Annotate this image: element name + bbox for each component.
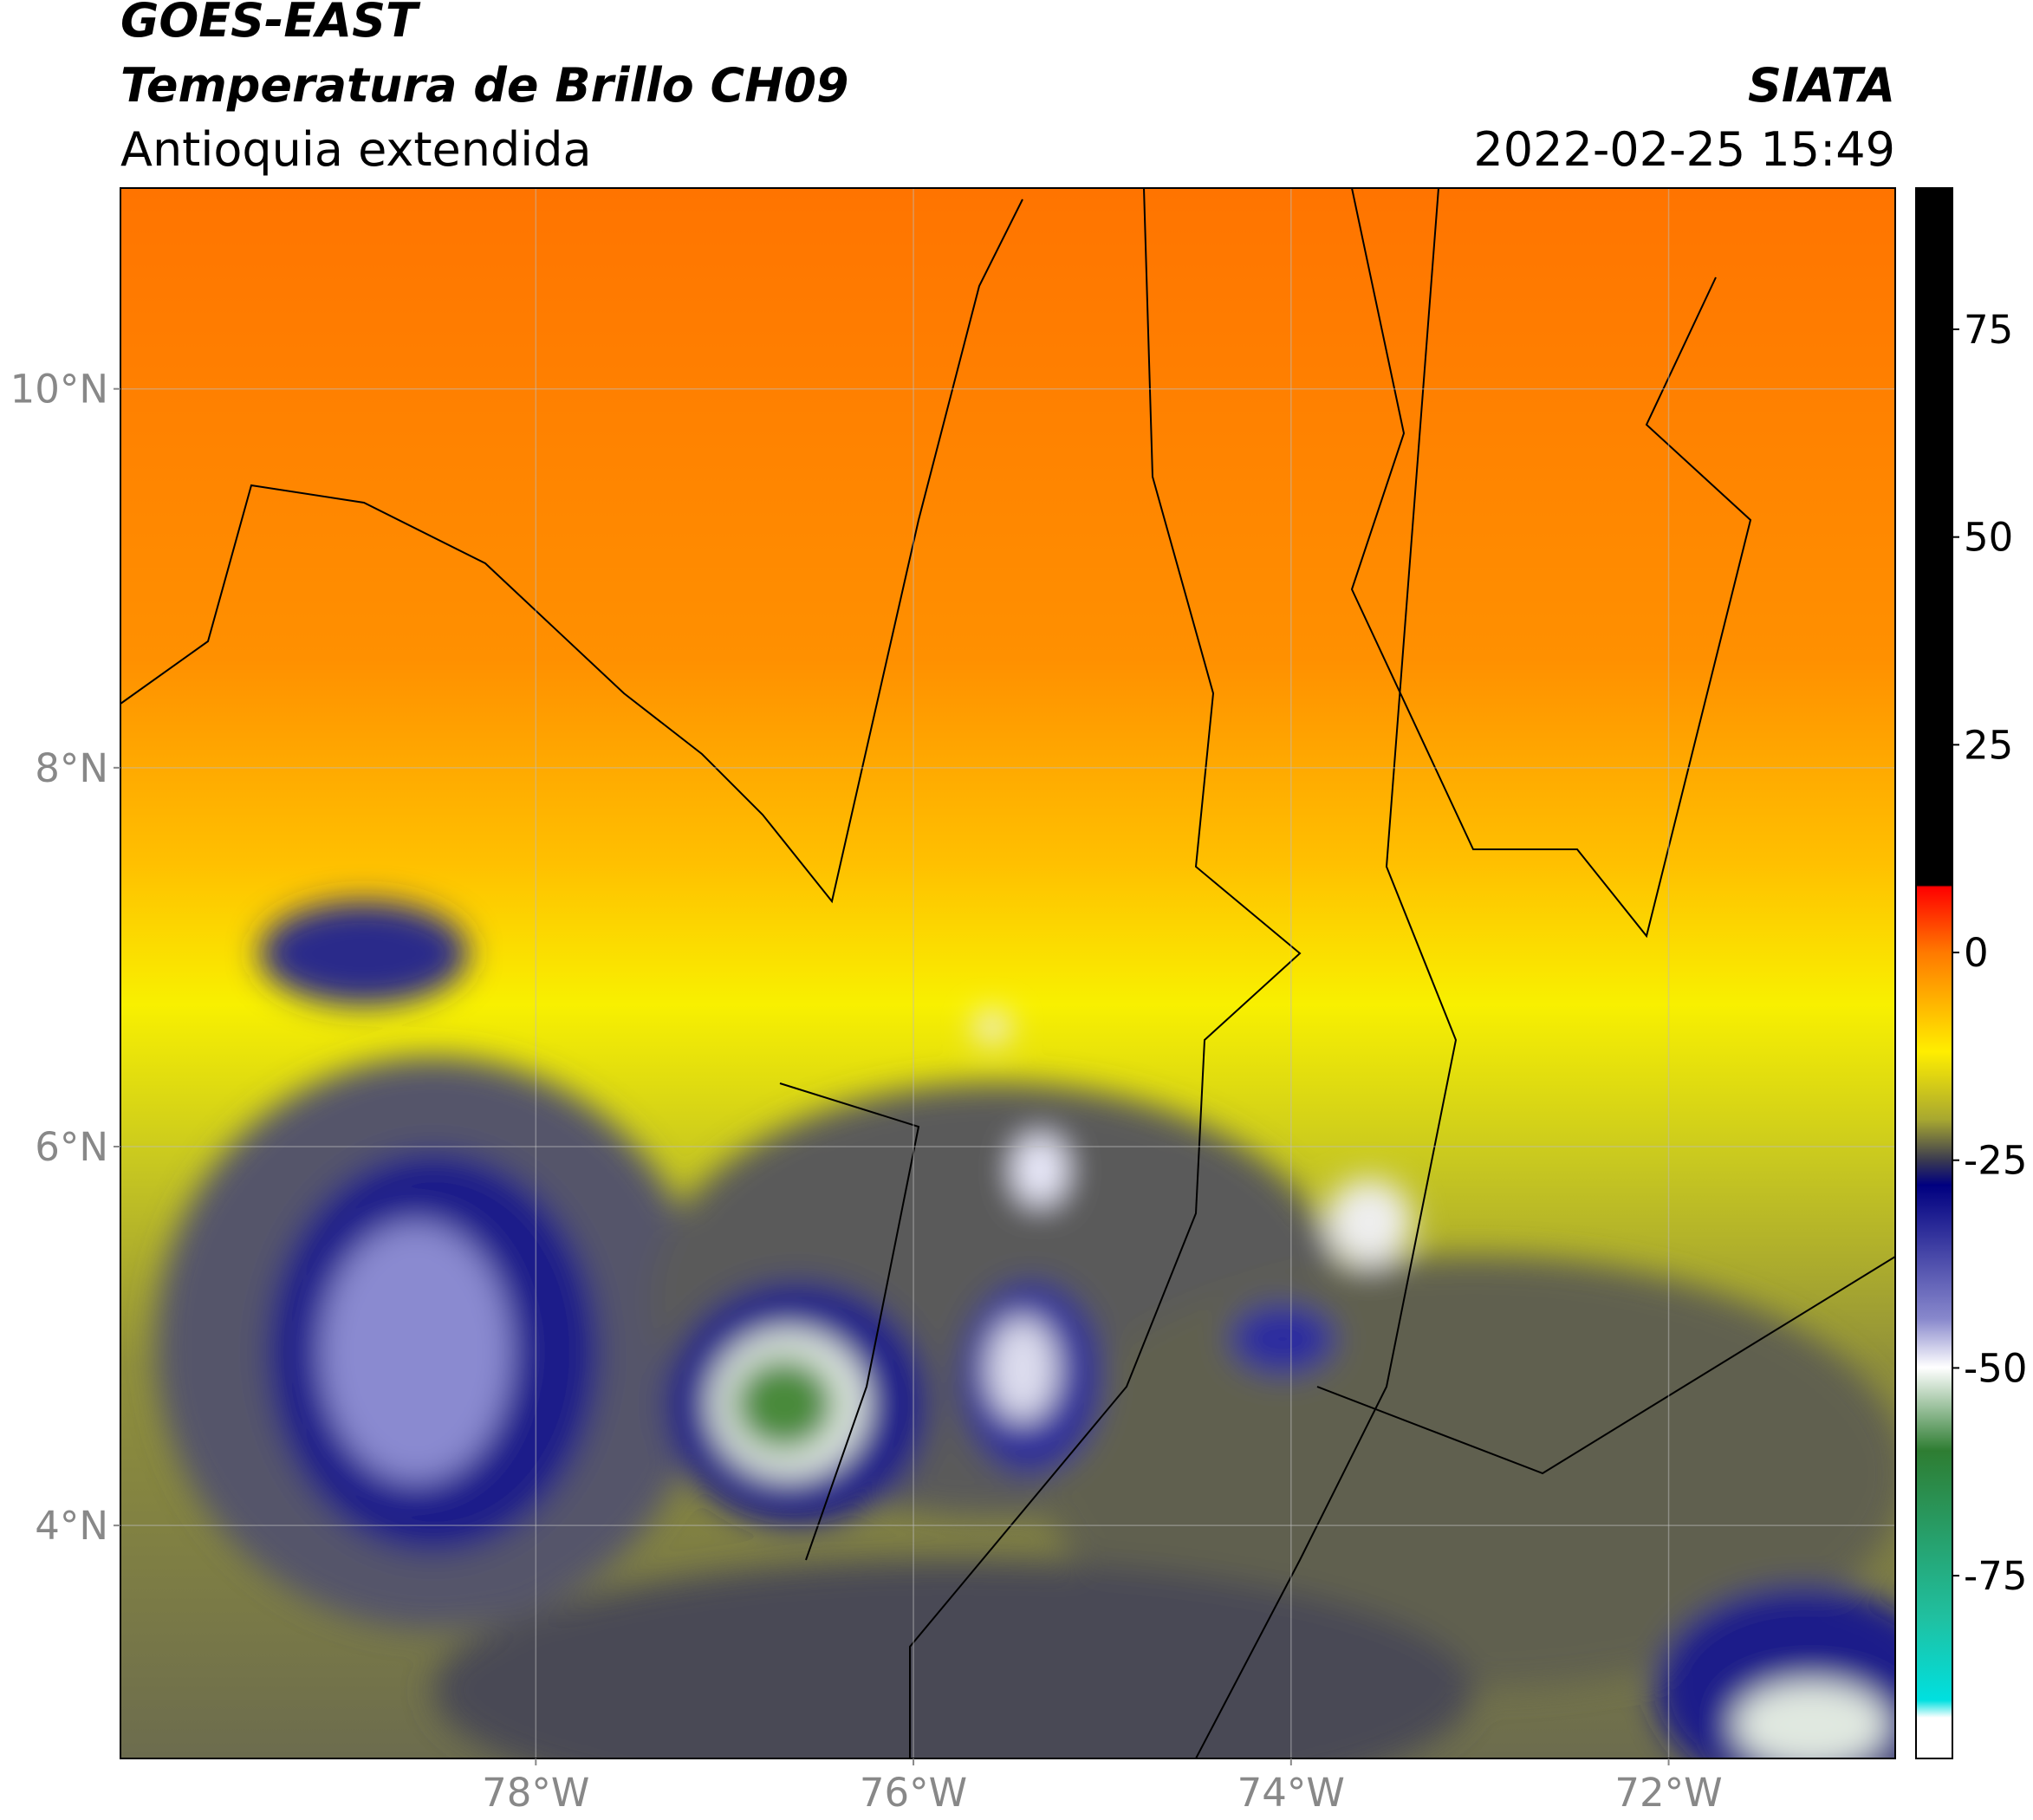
x-tick-label: 78°W: [482, 1770, 589, 1816]
y-tick-label: 8°N: [35, 745, 108, 791]
colorbar-label: -75: [1964, 1553, 2028, 1599]
colorbar-label: -25: [1964, 1138, 2028, 1184]
y-tick-label: 6°N: [35, 1124, 108, 1170]
map-frame: [120, 187, 1896, 1759]
agency: SIATA: [1748, 58, 1895, 113]
x-tick-label: 72°W: [1614, 1770, 1722, 1816]
title-line: GOES-EAST: [120, 0, 421, 48]
colorbar: [1915, 187, 1953, 1759]
colorbar-label: 75: [1964, 307, 2013, 353]
datetime: 2022-02-25 15:49: [1473, 122, 1895, 177]
x-tick-label: 76°W: [860, 1770, 967, 1816]
y-tick-label: 4°N: [35, 1503, 108, 1549]
colorbar-label: 25: [1964, 722, 2013, 768]
colorbar-label: 0: [1964, 930, 1989, 976]
grid: [120, 188, 1895, 1758]
colorbar-label: 50: [1964, 515, 2013, 561]
colorbar-label: -50: [1964, 1345, 2028, 1391]
satellite-image: [120, 188, 1895, 1758]
title-line: Temperatura de Brillo CH09: [120, 58, 849, 113]
subtitle: Antioquia extendida: [120, 122, 592, 177]
x-tick-label: 74°W: [1237, 1770, 1345, 1816]
y-tick-label: 10°N: [10, 367, 108, 413]
